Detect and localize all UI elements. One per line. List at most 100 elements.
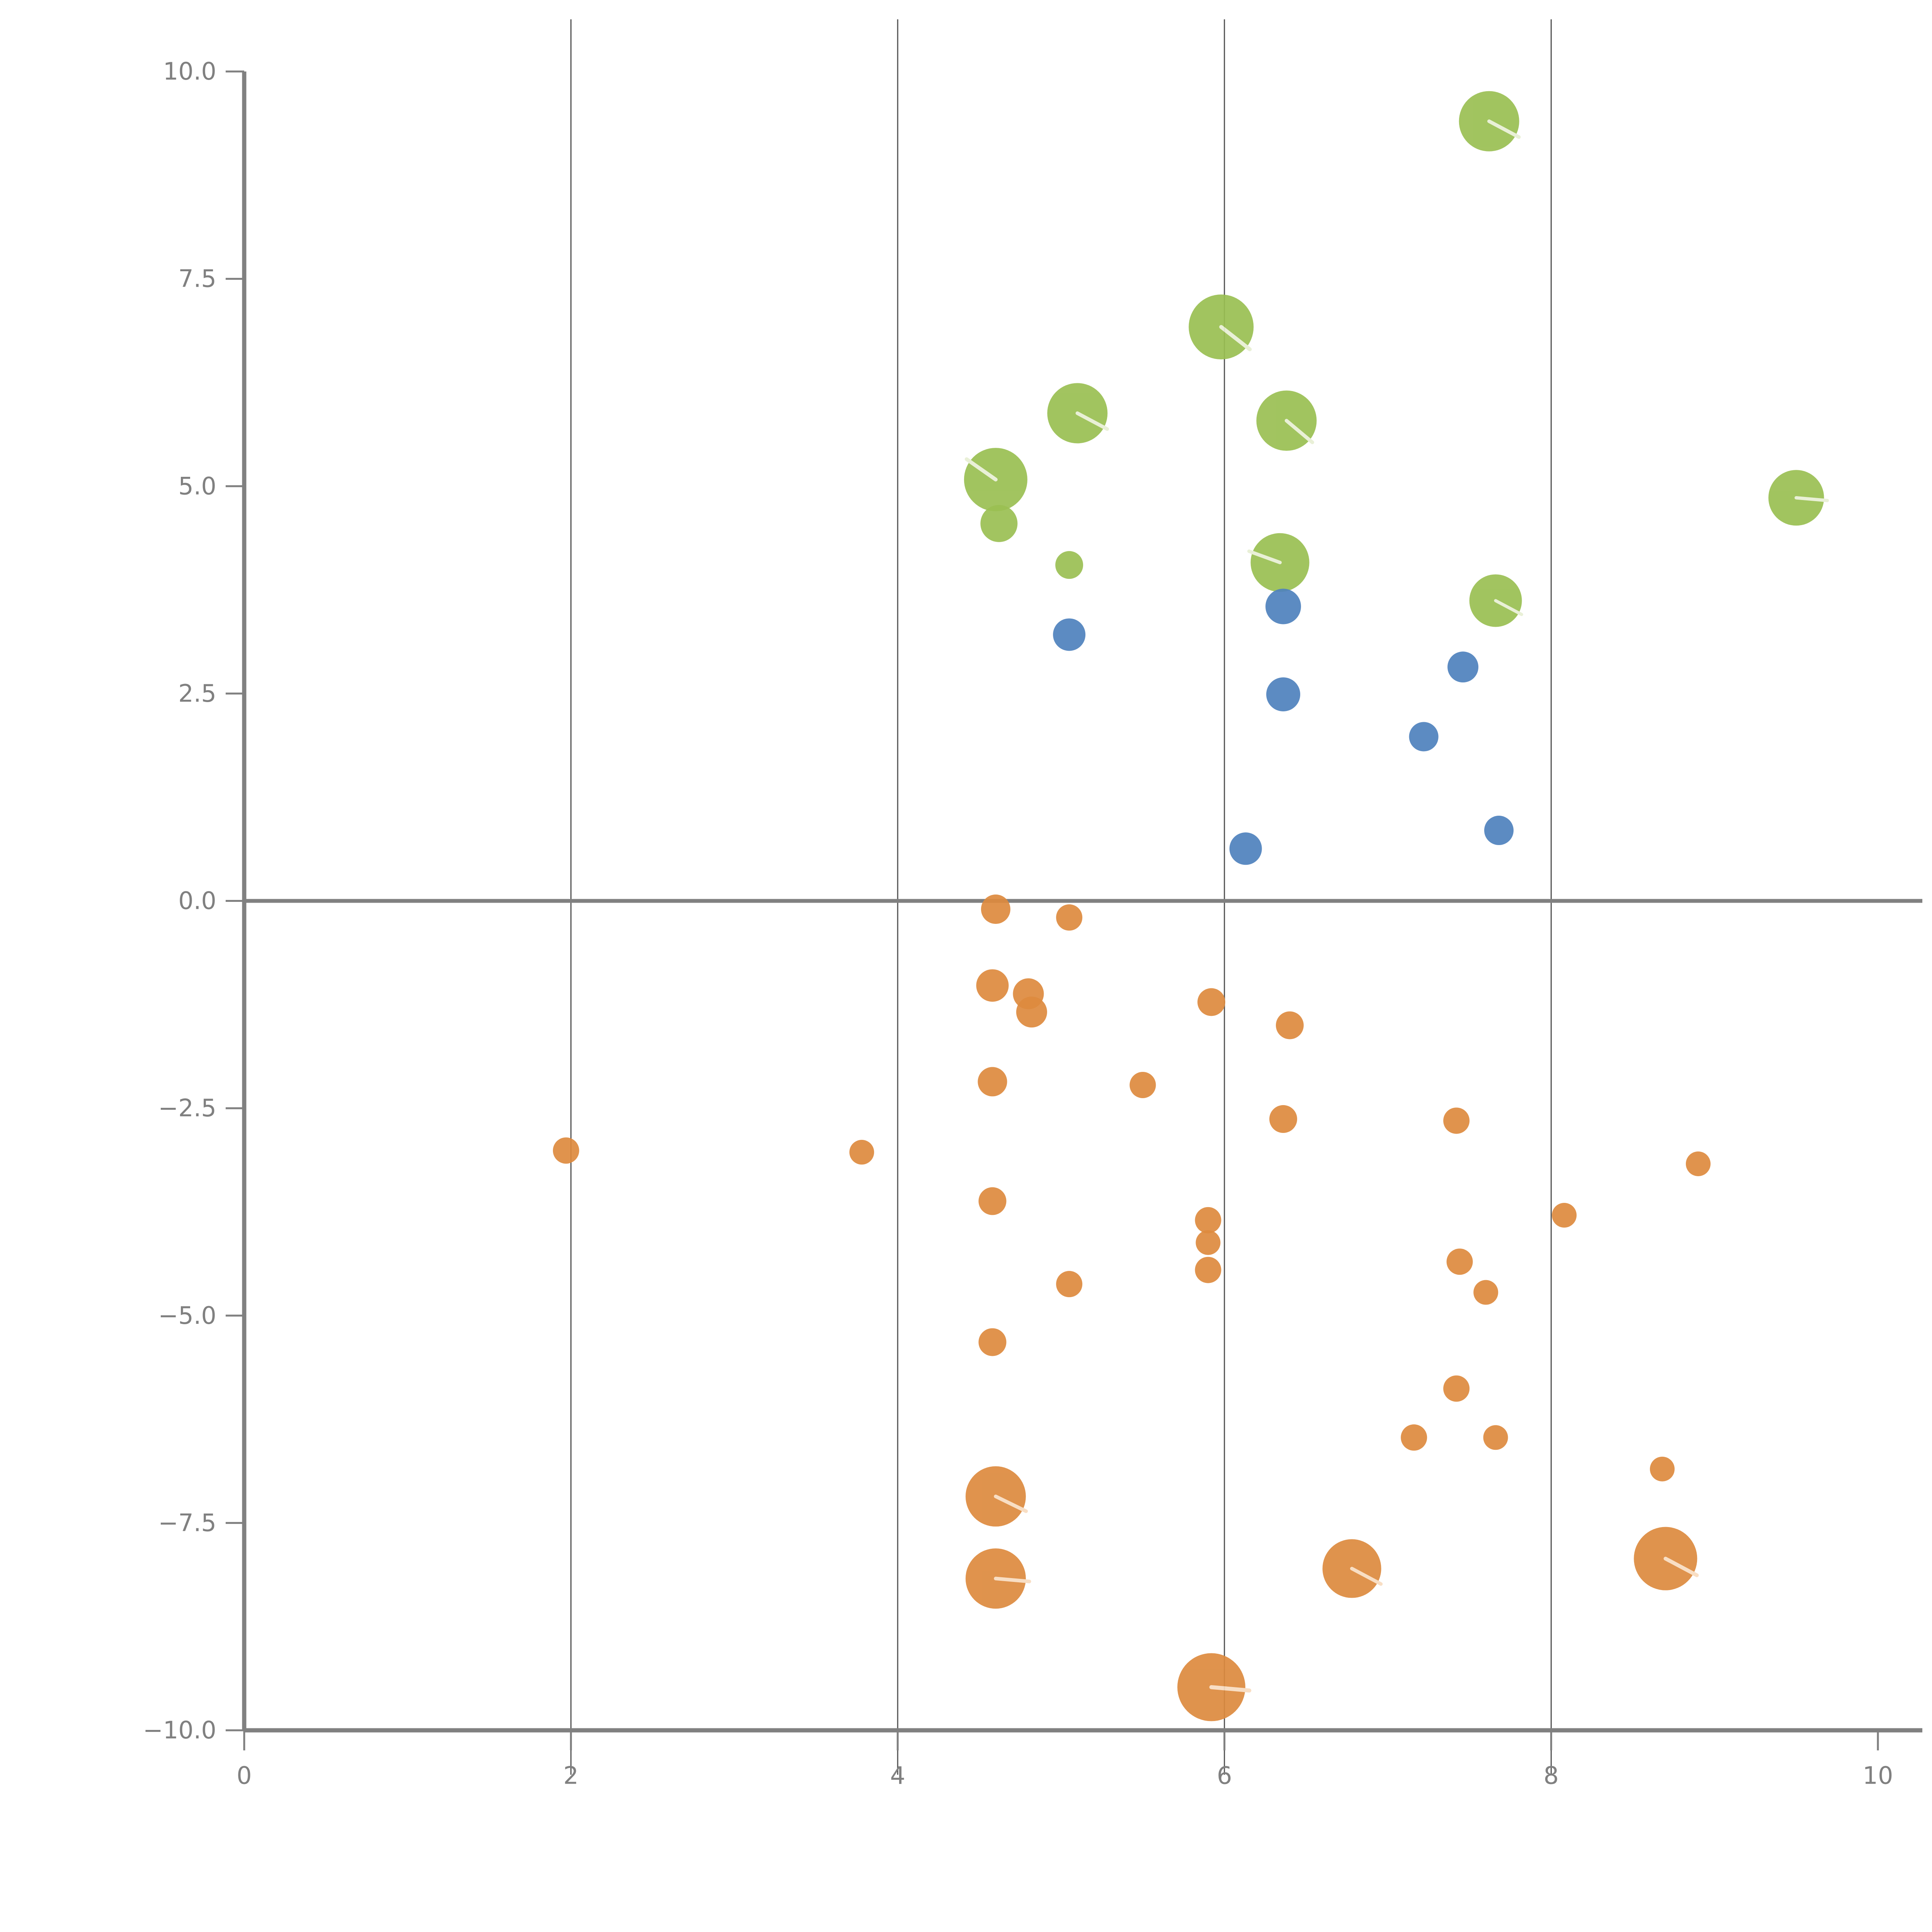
x-axis-tick-label: 4 bbox=[890, 1761, 905, 1789]
y-axis-tick-label: −5.0 bbox=[158, 1301, 216, 1330]
data-point-disc bbox=[1473, 1280, 1498, 1305]
data-point-disc bbox=[1229, 832, 1262, 865]
data-point-disc bbox=[1196, 1230, 1221, 1255]
data-point[interactable] bbox=[553, 1137, 579, 1164]
data-point-disc bbox=[1129, 1072, 1156, 1099]
axis-ticks bbox=[226, 70, 1879, 1750]
y-axis-tick-label: −10.0 bbox=[143, 1716, 216, 1744]
data-point-disc bbox=[1685, 1151, 1711, 1176]
y-axis-tick-label: −7.5 bbox=[158, 1509, 216, 1537]
data-point[interactable] bbox=[964, 448, 1027, 512]
data-point-disc bbox=[553, 1137, 579, 1164]
data-point-pointer bbox=[964, 457, 998, 481]
data-point[interactable] bbox=[1247, 533, 1310, 592]
data-point[interactable] bbox=[1265, 588, 1301, 624]
data-point[interactable] bbox=[1229, 832, 1262, 865]
data-point[interactable] bbox=[1768, 470, 1829, 526]
data-point[interactable] bbox=[1256, 390, 1317, 451]
data-point-disc bbox=[1443, 1107, 1470, 1134]
data-point[interactable] bbox=[1322, 1539, 1383, 1598]
data-point-pointer bbox=[994, 1577, 1031, 1583]
data-point[interactable] bbox=[1016, 997, 1047, 1028]
data-point-pointer bbox=[1247, 549, 1282, 565]
x-axis-tick-label: 8 bbox=[1544, 1761, 1559, 1789]
data-point-disc bbox=[1056, 1271, 1083, 1298]
data-point[interactable] bbox=[1053, 618, 1086, 651]
data-point-pointer bbox=[1219, 325, 1252, 352]
data-point[interactable] bbox=[976, 969, 1009, 1002]
data-point[interactable] bbox=[1401, 1424, 1427, 1451]
data-point[interactable] bbox=[1195, 1207, 1221, 1233]
data-point[interactable] bbox=[1483, 1425, 1508, 1450]
data-point[interactable] bbox=[1685, 1151, 1711, 1176]
data-point[interactable] bbox=[849, 1139, 874, 1165]
x-axis-tick-label: 10 bbox=[1863, 1761, 1893, 1789]
data-point[interactable] bbox=[1469, 574, 1523, 627]
series-blue bbox=[1053, 588, 1514, 865]
data-point-disc bbox=[1056, 904, 1083, 931]
data-point-pointer bbox=[1794, 496, 1829, 502]
y-axis-tick-label: 10.0 bbox=[163, 57, 216, 85]
data-point[interactable] bbox=[981, 894, 1010, 924]
data-point[interactable] bbox=[978, 1067, 1007, 1097]
data-point-disc bbox=[1276, 1011, 1304, 1039]
data-point[interactable] bbox=[1634, 1527, 1699, 1590]
data-point[interactable] bbox=[1446, 1248, 1473, 1275]
data-point[interactable] bbox=[1056, 904, 1083, 931]
data-point[interactable] bbox=[978, 1328, 1007, 1356]
data-point[interactable] bbox=[1443, 1107, 1470, 1134]
data-point[interactable] bbox=[980, 505, 1018, 542]
x-axis-tick-label: 2 bbox=[563, 1761, 578, 1789]
data-point[interactable] bbox=[978, 1187, 1007, 1215]
data-point-disc bbox=[1197, 988, 1225, 1016]
data-point[interactable] bbox=[1484, 816, 1514, 845]
data-point[interactable] bbox=[1409, 722, 1439, 752]
data-point-disc bbox=[1484, 816, 1514, 845]
data-point[interactable] bbox=[1195, 1257, 1221, 1283]
data-point[interactable] bbox=[1177, 1653, 1252, 1721]
data-point[interactable] bbox=[1276, 1011, 1304, 1039]
data-point-disc bbox=[849, 1139, 874, 1165]
data-point-disc bbox=[978, 1328, 1007, 1356]
y-axis-tick-label: 7.5 bbox=[178, 265, 216, 293]
data-point-pointer bbox=[994, 1495, 1028, 1513]
data-point[interactable] bbox=[1650, 1456, 1675, 1481]
data-point[interactable] bbox=[1197, 988, 1225, 1016]
data-point-disc bbox=[976, 969, 1009, 1002]
data-point[interactable] bbox=[1552, 1203, 1577, 1228]
axis-tick-labels: 10.0 7.5 5.0 2.5 0.0 −2.5 −5.0 −7.5 −10.0 0 2 4 6 8 10 bbox=[143, 57, 1893, 1789]
data-point-disc bbox=[1265, 588, 1301, 624]
data-point[interactable] bbox=[1196, 1230, 1221, 1255]
data-point-disc bbox=[1446, 1248, 1473, 1275]
x-axis-tick-label: 6 bbox=[1217, 1761, 1232, 1789]
data-point-disc bbox=[1269, 1105, 1298, 1133]
data-point[interactable] bbox=[1447, 651, 1479, 683]
data-point[interactable] bbox=[1443, 1375, 1470, 1402]
data-point-pointer bbox=[1487, 119, 1521, 139]
data-point[interactable] bbox=[1266, 677, 1301, 712]
data-point-disc bbox=[1266, 677, 1301, 712]
data-point-disc bbox=[1016, 997, 1047, 1028]
data-point-disc bbox=[978, 1187, 1007, 1215]
data-point[interactable] bbox=[1459, 91, 1521, 151]
data-points-layer bbox=[553, 91, 1829, 1721]
data-point-pointer bbox=[1075, 411, 1109, 431]
data-point[interactable] bbox=[1473, 1280, 1498, 1305]
data-point[interactable] bbox=[1269, 1105, 1298, 1133]
data-point[interactable] bbox=[1055, 551, 1083, 579]
data-point[interactable] bbox=[1056, 1271, 1083, 1298]
data-point-disc bbox=[1552, 1203, 1577, 1228]
y-axis-tick-label: 2.5 bbox=[178, 679, 216, 707]
y-axis-tick-label: 5.0 bbox=[178, 472, 216, 500]
data-point[interactable] bbox=[965, 1466, 1028, 1527]
data-point[interactable] bbox=[1189, 294, 1254, 360]
data-point-pointer bbox=[1284, 418, 1315, 444]
data-point-disc bbox=[1195, 1257, 1221, 1283]
data-point[interactable] bbox=[1047, 383, 1109, 444]
data-point[interactable] bbox=[1129, 1072, 1156, 1099]
data-point[interactable] bbox=[965, 1548, 1031, 1609]
data-point-disc bbox=[1401, 1424, 1427, 1451]
